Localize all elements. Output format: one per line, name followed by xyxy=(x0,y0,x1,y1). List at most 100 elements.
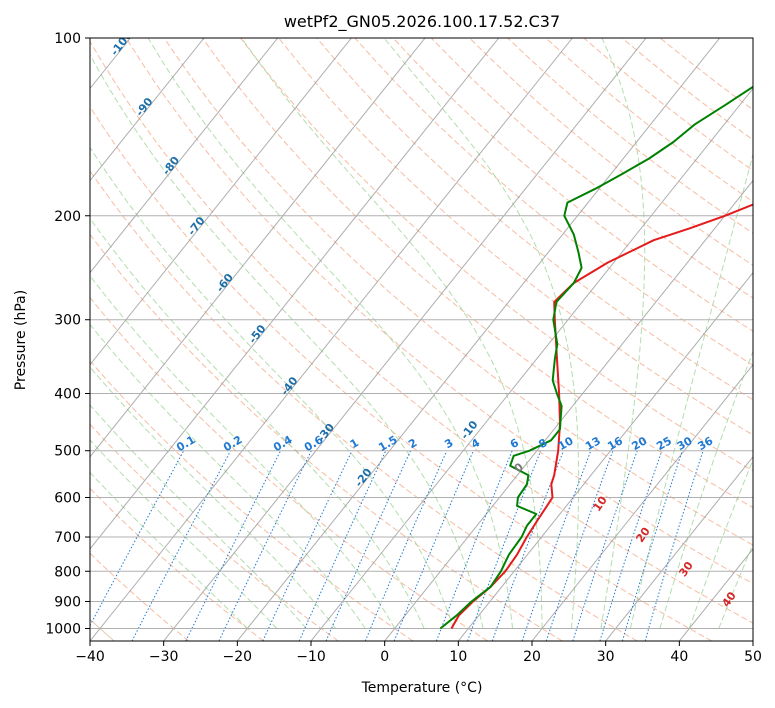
mixing-ratio-line xyxy=(325,450,412,641)
isotherm xyxy=(384,179,753,641)
x-tick-label: 10 xyxy=(449,649,467,665)
isotherm-label: -60 xyxy=(213,271,236,295)
isotherm xyxy=(531,363,753,641)
isotherm xyxy=(457,271,753,641)
mixing-ratio-label: 1 xyxy=(348,436,361,451)
mixing-ratio-line xyxy=(131,450,232,641)
mixing-ratio-line xyxy=(298,450,387,641)
dry-adiabat xyxy=(507,38,753,234)
isotherm xyxy=(310,87,753,641)
dry-adiabat xyxy=(90,170,638,641)
mixing-ratio-line xyxy=(218,450,312,641)
background-lines xyxy=(90,38,753,641)
x-tick-label: 30 xyxy=(597,649,615,665)
moist-adiabat xyxy=(718,542,753,629)
moist-adiabat-label: 20 xyxy=(633,525,653,545)
dry-adiabat xyxy=(90,40,753,624)
x-tick-label: 20 xyxy=(523,649,541,665)
isotherm xyxy=(90,38,426,458)
mixing-ratio-label: 4 xyxy=(469,436,482,451)
x-tick-label: −40 xyxy=(75,649,105,665)
y-tick-label: 200 xyxy=(54,209,81,225)
dry-adiabat xyxy=(90,552,190,641)
dry-adiabat xyxy=(430,38,753,299)
isotherm xyxy=(678,548,753,641)
moist-adiabat xyxy=(90,217,425,629)
isotherm-label: -90 xyxy=(133,95,156,119)
moist-adiabat xyxy=(688,458,753,629)
dry-adiabat xyxy=(583,38,753,172)
isotherm-label: -50 xyxy=(246,322,269,346)
isotherm xyxy=(90,38,500,550)
mixing-ratio-line xyxy=(262,450,353,641)
dry-adiabat xyxy=(90,233,563,641)
dewpoint-profile xyxy=(439,85,753,630)
moist-adiabat xyxy=(90,471,248,629)
moist-adiabat xyxy=(629,152,753,629)
x-tick-label: −10 xyxy=(296,649,326,665)
dry-adiabat xyxy=(469,38,753,266)
mixing-ratio-line xyxy=(545,450,614,641)
moist-adiabat xyxy=(90,404,307,629)
dry-adiabat xyxy=(90,296,488,641)
isotherm-label: -80 xyxy=(160,154,183,178)
dry-adiabat xyxy=(278,38,753,436)
x-tick-label: 50 xyxy=(744,649,762,665)
mixing-ratio-line xyxy=(599,450,663,641)
y-tick-label: 300 xyxy=(54,313,81,329)
moist-adiabat xyxy=(90,53,484,629)
moist-adiabat xyxy=(90,275,396,629)
isotherm-label: -10 xyxy=(458,418,481,442)
dry-adiabat xyxy=(545,38,753,203)
isotherm xyxy=(90,38,352,366)
y-tick-label: 400 xyxy=(54,387,81,403)
moist-adiabat xyxy=(600,38,646,629)
isotherm-label: -20 xyxy=(352,466,375,490)
axes: −40 −30 −20 −10 0 10 20 30 40 50 1000 900 800 700 600 5… xyxy=(45,31,762,665)
moist-adiabat-label: 30 xyxy=(676,559,696,579)
mixing-ratio-line xyxy=(491,450,564,641)
mixing-ratio-line xyxy=(467,450,542,641)
moist-adiabat xyxy=(90,366,337,629)
moist-adiabat xyxy=(90,146,455,629)
dry-adiabat xyxy=(354,38,753,366)
moist-adiabat xyxy=(90,439,278,629)
dry-adiabat xyxy=(90,423,339,641)
chart-title: wetPf2_GN05.2026.100.17.52.C37 xyxy=(284,12,560,32)
y-tick-label: 1000 xyxy=(45,621,81,637)
moist-adiabat xyxy=(147,38,513,629)
isotherm xyxy=(90,38,279,274)
dry-adiabat xyxy=(316,38,753,401)
y-tick-label: 600 xyxy=(54,490,81,506)
mixing-ratio-line xyxy=(393,450,474,641)
dry-adiabat xyxy=(90,106,712,641)
y-tick-label: 800 xyxy=(54,564,81,580)
y-axis-title: Pressure (hPa) xyxy=(13,290,29,390)
x-tick-label: −20 xyxy=(223,649,253,665)
mixing-ratio-line xyxy=(364,450,448,641)
isotherm xyxy=(90,38,205,182)
mixing-ratio-line xyxy=(621,450,683,641)
x-axis-title: Temperature (°C) xyxy=(361,680,483,696)
dry-adiabat xyxy=(90,487,264,641)
mixing-ratio-label: 2 xyxy=(406,436,419,451)
y-tick-label: 500 xyxy=(54,444,81,460)
isotherm-label: -70 xyxy=(185,214,208,238)
mixing-ratio-line xyxy=(572,450,638,641)
dry-adiabat xyxy=(392,38,753,332)
mixing-ratio-line xyxy=(644,450,704,641)
mixing-ratio-label: 3 xyxy=(442,436,455,451)
isotherm xyxy=(163,38,647,641)
mixing-ratio-line xyxy=(521,450,592,641)
plot-frame xyxy=(89,37,754,642)
dry-adiabat xyxy=(90,360,414,641)
isotherm-label: -100 xyxy=(108,28,135,58)
mixing-ratio-line xyxy=(90,450,185,627)
mixing-ratio-line xyxy=(435,450,513,641)
dry-adiabat xyxy=(201,38,753,509)
dry-adiabat xyxy=(125,38,753,585)
x-tick-label: 40 xyxy=(670,649,688,665)
profiles xyxy=(439,85,753,630)
y-tick-label: 100 xyxy=(54,31,81,47)
